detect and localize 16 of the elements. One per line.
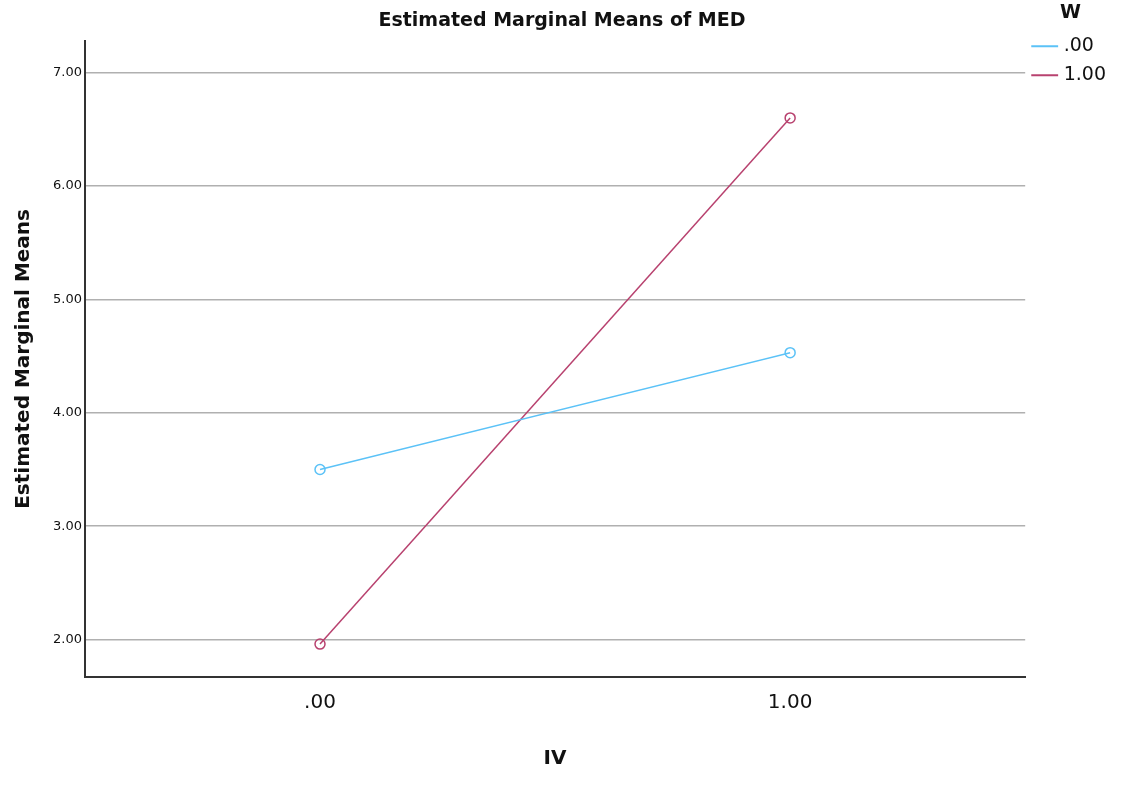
point bbox=[784, 112, 796, 124]
y-tick-label: 2.00 bbox=[52, 630, 82, 646]
legend-title: W bbox=[1060, 0, 1082, 23]
x-axis-title: IV bbox=[543, 745, 568, 770]
chart-title: Estimated Marginal Means of MED bbox=[378, 8, 746, 31]
legend-label: 1.00 bbox=[1063, 62, 1107, 85]
y-tick-label: 7.00 bbox=[52, 63, 82, 79]
y-tick-label: 3.00 bbox=[52, 517, 82, 533]
y-axis-title: Estimated Marginal Means bbox=[10, 208, 35, 509]
point bbox=[314, 638, 326, 650]
point bbox=[314, 463, 326, 476]
y-tick-label: 4.00 bbox=[52, 404, 82, 420]
y-tick-label: 6.00 bbox=[52, 177, 82, 193]
legend-label: .00 bbox=[1063, 33, 1094, 56]
point bbox=[784, 346, 796, 359]
y-tick-label: 5.00 bbox=[52, 290, 82, 306]
